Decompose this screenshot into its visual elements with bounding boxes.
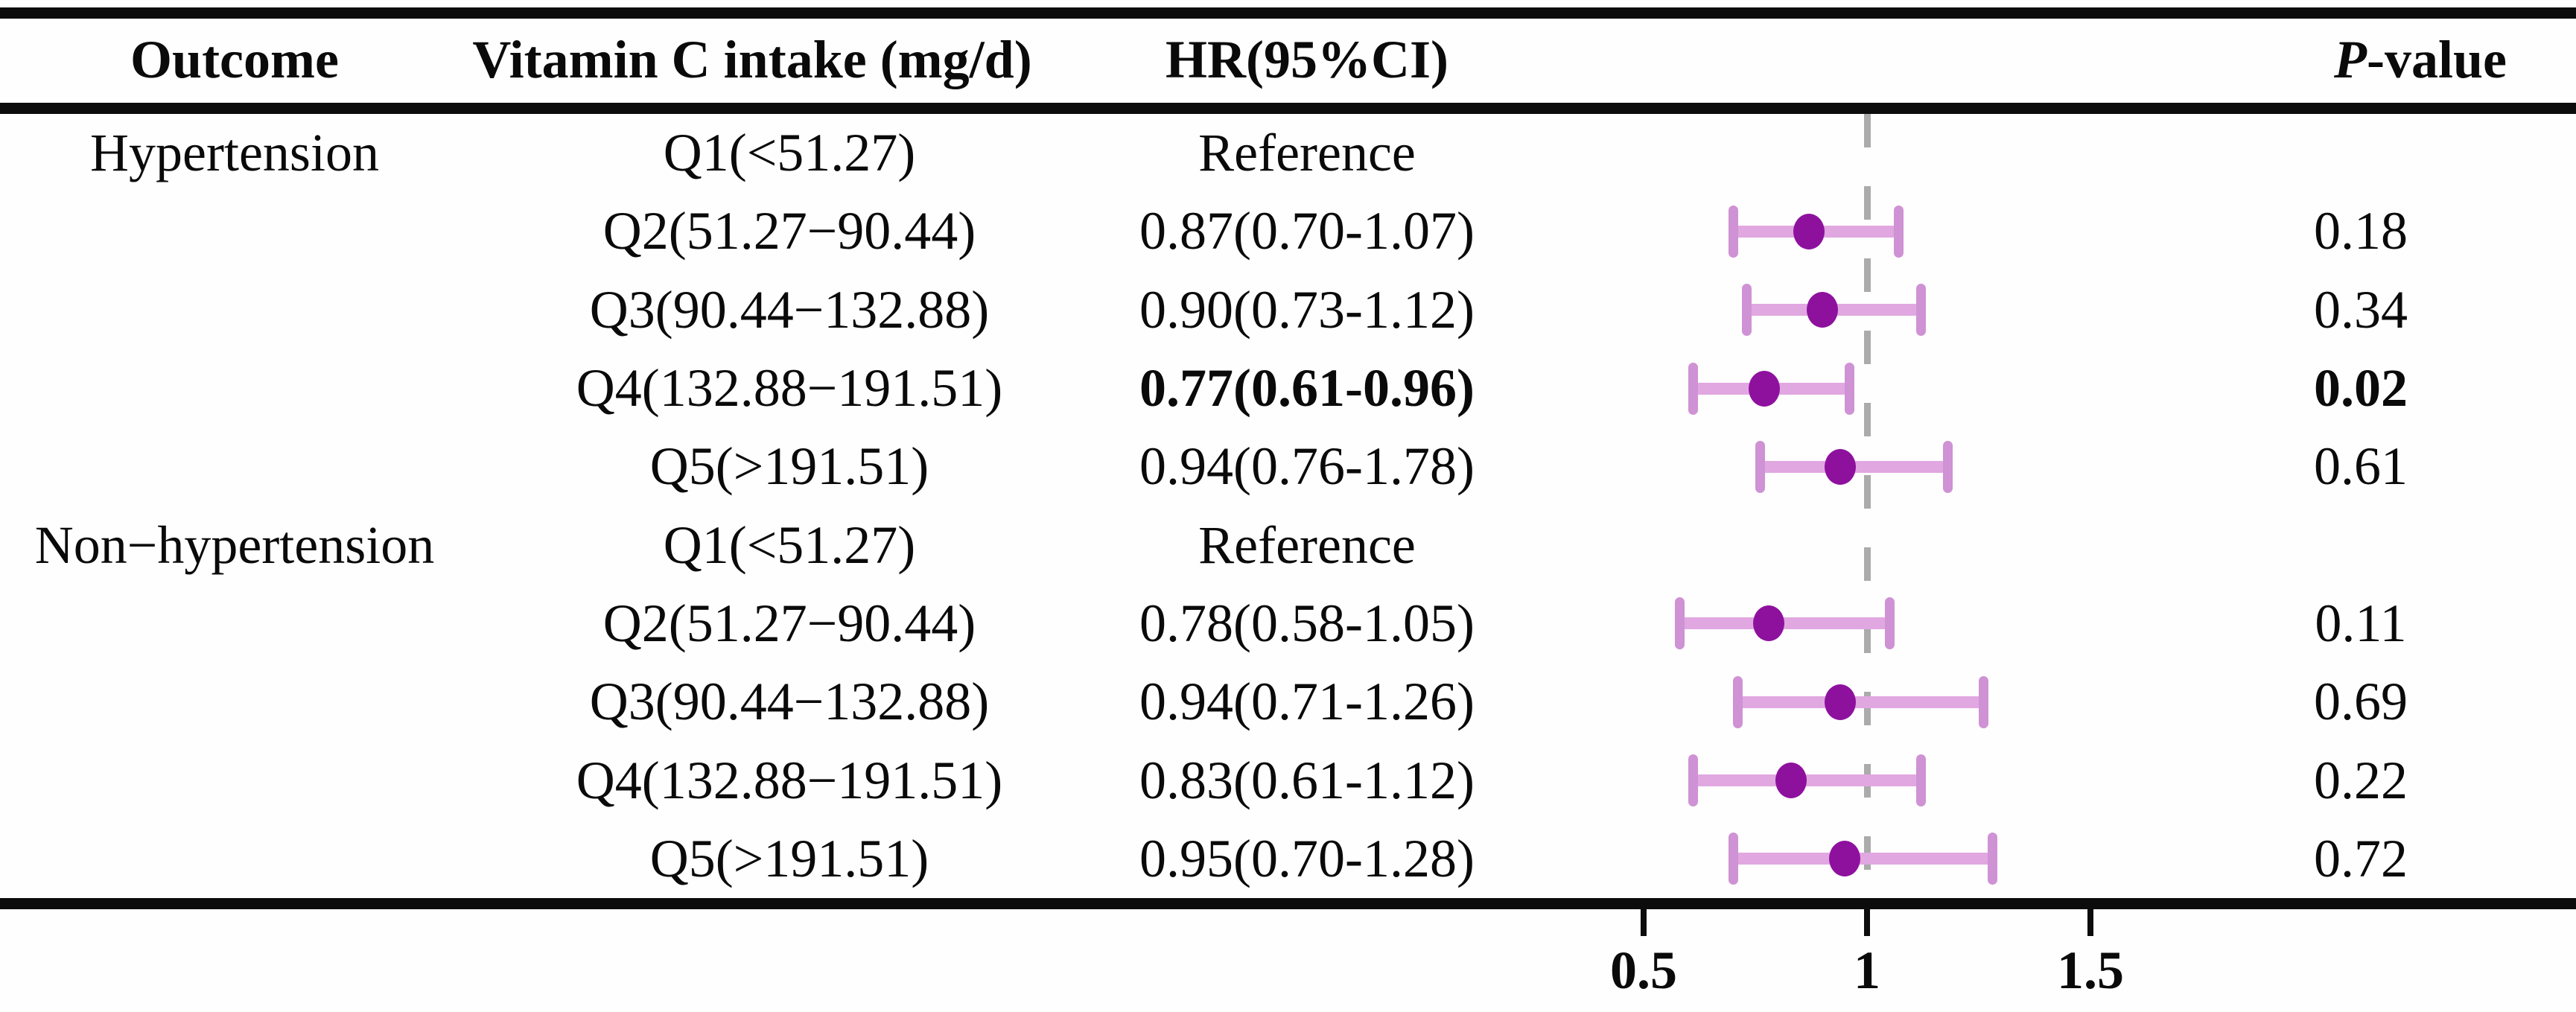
axis-tick bbox=[1864, 909, 1870, 936]
column-header-vitamin-c-intake: Vitamin C intake (mg/d) bbox=[472, 29, 1032, 89]
outcome-cell: Hypertension bbox=[90, 123, 379, 183]
outcome-cell: Non−hypertension bbox=[34, 515, 435, 575]
axis-tick-label: 1 bbox=[1854, 941, 1880, 1000]
error-bar-cap-right bbox=[1844, 362, 1854, 415]
axis-tick bbox=[1641, 909, 1647, 936]
error-bar-cap-left bbox=[1674, 597, 1685, 650]
error-bar-cap-left bbox=[1755, 440, 1765, 493]
bottom-rule bbox=[0, 898, 2576, 909]
error-bar-cap-right bbox=[1884, 597, 1895, 650]
hr-ci-cell: Reference bbox=[1198, 123, 1416, 183]
intake-cell: Q4(132.88−191.51) bbox=[576, 750, 1003, 810]
error-bar-cap-right bbox=[1987, 833, 1997, 885]
column-header-outcome: Outcome bbox=[130, 29, 339, 89]
intake-cell: Q3(90.44−132.88) bbox=[589, 279, 990, 340]
p-value-cell: 0.11 bbox=[2315, 593, 2407, 653]
error-bar bbox=[1679, 617, 1889, 630]
error-bar bbox=[1733, 853, 1992, 865]
p-value-cell: 0.34 bbox=[2314, 279, 2408, 340]
hr-point-marker bbox=[1775, 763, 1807, 799]
p-value-cell: 0.18 bbox=[2314, 201, 2408, 261]
hr-ci-cell: 0.77(0.61-0.96) bbox=[1139, 358, 1475, 419]
hr-point-marker bbox=[1753, 605, 1784, 642]
error-bar-cap-right bbox=[1978, 675, 1988, 728]
top-rule bbox=[0, 7, 2576, 19]
error-bar bbox=[1737, 696, 1983, 708]
intake-cell: Q5(>191.51) bbox=[649, 828, 929, 888]
hr-ci-cell: 0.83(0.61-1.12) bbox=[1139, 750, 1475, 810]
axis-tick-label: 0.5 bbox=[1610, 941, 1677, 1000]
error-bar-cap-right bbox=[1915, 284, 1926, 337]
intake-cell: Q1(<51.27) bbox=[663, 515, 916, 575]
error-bar-cap-left bbox=[1728, 205, 1738, 258]
hr-ci-cell: 0.90(0.73-1.12) bbox=[1139, 279, 1475, 340]
axis-tick-label: 1.5 bbox=[2057, 941, 2124, 1000]
column-header-p-value: P -value bbox=[2271, 25, 2569, 94]
hr-ci-cell: 0.87(0.70-1.07) bbox=[1139, 201, 1475, 261]
hr-ci-cell: Reference bbox=[1198, 515, 1416, 575]
hr-ci-cell: 0.94(0.76-1.78) bbox=[1139, 436, 1475, 497]
p-value-cell: 0.22 bbox=[2314, 750, 2408, 810]
error-bar bbox=[1693, 774, 1921, 787]
intake-cell: Q5(>191.51) bbox=[649, 436, 929, 497]
p-value-cell: 0.02 bbox=[2314, 358, 2408, 419]
error-bar-cap-left bbox=[1688, 754, 1698, 807]
error-bar-cap-left bbox=[1741, 284, 1752, 337]
axis-tick bbox=[2087, 909, 2093, 936]
header-rule bbox=[0, 103, 2576, 114]
hr-point-marker bbox=[1825, 448, 1856, 485]
hr-ci-cell: 0.94(0.71-1.26) bbox=[1139, 672, 1475, 732]
intake-cell: Q4(132.88−191.51) bbox=[576, 358, 1003, 419]
p-value-header-rest: -value bbox=[2367, 29, 2507, 89]
error-bar-cap-right bbox=[1893, 205, 1904, 258]
intake-cell: Q3(90.44−132.88) bbox=[589, 672, 990, 732]
hr-point-marker bbox=[1793, 213, 1825, 249]
intake-cell: Q1(<51.27) bbox=[663, 123, 916, 183]
error-bar-cap-right bbox=[1942, 440, 1953, 493]
hr-point-marker bbox=[1829, 841, 1860, 877]
hr-point-marker bbox=[1807, 292, 1838, 328]
hr-ci-cell: 0.78(0.58-1.05) bbox=[1139, 593, 1475, 653]
error-bar-cap-left bbox=[1732, 675, 1743, 728]
error-bar-cap-right bbox=[1915, 754, 1926, 807]
hr-point-marker bbox=[1825, 684, 1856, 720]
column-header-hr-ci: HR(95%CI) bbox=[1165, 29, 1448, 89]
intake-cell: Q2(51.27−90.44) bbox=[602, 201, 976, 261]
p-value-cell: 0.72 bbox=[2314, 828, 2408, 888]
intake-cell: Q2(51.27−90.44) bbox=[602, 593, 976, 653]
p-value-cell: 0.61 bbox=[2314, 436, 2408, 497]
error-bar-cap-left bbox=[1728, 833, 1738, 885]
p-value-header-italic-p: P bbox=[2334, 29, 2367, 89]
hr-point-marker bbox=[1749, 370, 1780, 407]
p-value-cell: 0.69 bbox=[2314, 672, 2408, 732]
error-bar-cap-left bbox=[1688, 362, 1698, 415]
hr-ci-cell: 0.95(0.70-1.28) bbox=[1139, 828, 1475, 888]
reference-dashed-line bbox=[1863, 114, 1871, 898]
